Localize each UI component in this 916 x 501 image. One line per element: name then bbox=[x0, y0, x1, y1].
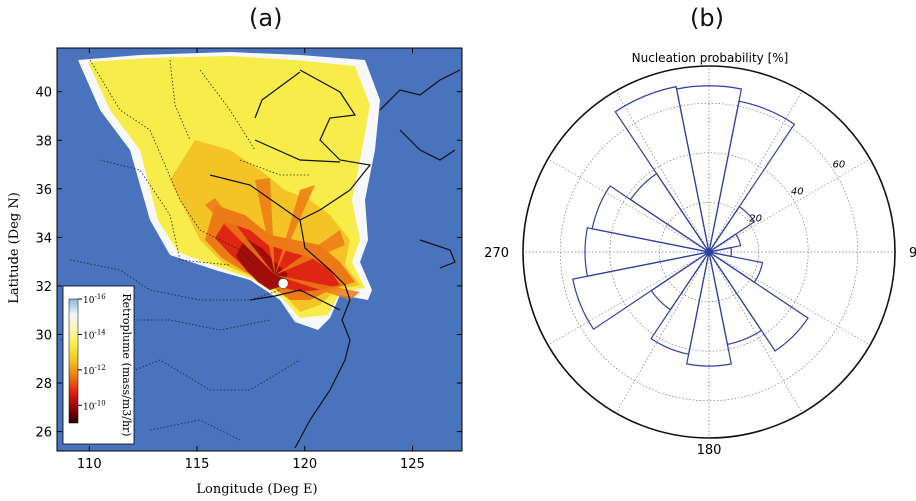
polar-sector-bar bbox=[650, 251, 710, 355]
polar-grid-spoke bbox=[708, 158, 871, 253]
y-tick-label: 30 bbox=[35, 328, 52, 343]
site-marker bbox=[277, 278, 289, 289]
y-tick-label: 34 bbox=[35, 231, 52, 246]
y-tick-label: 38 bbox=[35, 134, 52, 149]
polar-sector-bar bbox=[584, 227, 710, 277]
plume-streak-3 bbox=[205, 198, 275, 275]
polar-sector-bar bbox=[708, 251, 763, 346]
polar-grid-spoke bbox=[708, 251, 871, 346]
polar-sector-bar bbox=[591, 185, 710, 253]
polar-sector-bar bbox=[572, 251, 710, 331]
polar-sector-bar bbox=[708, 251, 809, 352]
panel-a-label: (a) bbox=[249, 4, 283, 32]
x-tick-label: 120 bbox=[292, 457, 317, 472]
polar-direction-label-180: 180 bbox=[697, 443, 722, 458]
colorbar bbox=[68, 298, 79, 424]
polar-sector-bar bbox=[650, 251, 710, 311]
panel-b-label: (b) bbox=[690, 4, 724, 32]
polar-sector-bar bbox=[708, 205, 756, 253]
polar-sector-bar bbox=[708, 100, 796, 253]
polar-outer-ring bbox=[522, 65, 896, 439]
plume-streak-0 bbox=[275, 185, 315, 275]
y-tick-label: 28 bbox=[35, 377, 52, 392]
polar-radial-tick-label: 20 bbox=[749, 214, 762, 225]
polar-sector-bar bbox=[614, 85, 710, 253]
polar-sector-bar bbox=[708, 251, 764, 284]
polar-grid-ring bbox=[559, 102, 859, 402]
polar-title: Nucleation probability [%] bbox=[632, 51, 789, 65]
y-axis-label: Latitude (Deg N) bbox=[7, 192, 22, 304]
polar-direction-label-90: 90 bbox=[909, 246, 916, 261]
polar-grid-spoke bbox=[708, 251, 803, 414]
polar-sector-bar bbox=[708, 233, 742, 253]
polar-grid-spoke bbox=[615, 251, 710, 414]
x-axis-label: Longitude (Deg E) bbox=[196, 482, 317, 497]
polar-sector-bar bbox=[629, 172, 710, 253]
y-tick-label: 40 bbox=[35, 86, 52, 101]
polar-grid-spoke bbox=[547, 251, 710, 346]
polar-grid-spoke bbox=[615, 90, 710, 253]
y-tick-label: 36 bbox=[35, 183, 52, 198]
polar-sector-bar bbox=[685, 251, 733, 367]
plume-streak-4 bbox=[275, 275, 360, 300]
y-tick-label: 26 bbox=[35, 426, 52, 441]
polar-radial-tick-label: 60 bbox=[832, 160, 845, 171]
x-tick-label: 115 bbox=[185, 457, 210, 472]
plume-streak-1 bbox=[255, 178, 275, 275]
y-tick-label: 32 bbox=[35, 280, 52, 295]
polar-grid-spoke bbox=[547, 158, 710, 253]
plume-region-5 bbox=[236, 238, 288, 290]
x-tick-label: 125 bbox=[400, 457, 425, 472]
polar-grid-spoke bbox=[708, 90, 803, 253]
polar-direction-label-270: 270 bbox=[484, 246, 509, 261]
coastline-and-country-border bbox=[209, 69, 461, 449]
map-frame bbox=[56, 47, 463, 452]
x-tick-label: 110 bbox=[77, 457, 102, 472]
colorbar-label: Retroplume (mass/m3/hr) bbox=[120, 293, 133, 436]
polar-radial-tick-label: 40 bbox=[791, 187, 804, 198]
province-boundary bbox=[59, 59, 310, 441]
